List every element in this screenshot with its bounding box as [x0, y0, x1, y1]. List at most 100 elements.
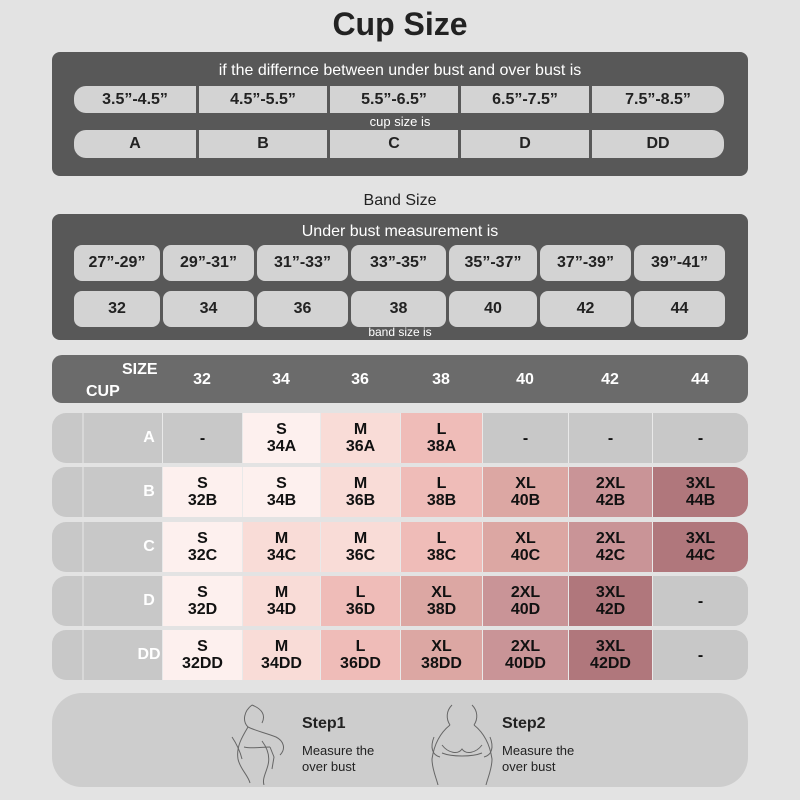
size-cell: -: [652, 413, 748, 463]
bra-size: 36DD: [340, 655, 381, 672]
size-letter: L: [436, 475, 447, 492]
size-letter: M: [353, 475, 368, 492]
size-cell: L 36DD: [320, 630, 400, 680]
size-letter: XL: [431, 638, 452, 655]
size-letter: S: [276, 421, 287, 438]
bra-size: 36B: [345, 492, 376, 509]
difference-cell: 4.5”-5.5”: [199, 86, 330, 113]
size-cell: M 36C: [320, 522, 400, 572]
size-letter: L: [436, 530, 447, 547]
measurement-steps: Step1 Measure the over bust Step2 Measur…: [52, 693, 748, 787]
band-column-header: 32: [193, 371, 211, 388]
size-letter: XL: [515, 530, 536, 547]
bra-size: 34DD: [261, 655, 302, 672]
size-letter: 3XL: [595, 638, 626, 655]
size-cell: 2XL 42B: [568, 467, 652, 517]
size-table-row: C S 32C M 34C M 36C L 38C XL 40C 2XL 42C 3XL 44C: [52, 522, 748, 572]
size-letter: L: [355, 584, 366, 601]
size-cell: 2XL 42C: [568, 522, 652, 572]
size-table-header: SIZE CUP 32 34 36 38 40 42 44: [52, 355, 748, 403]
cup-row-label: DD: [82, 630, 214, 680]
band-panel-label: Under bust measurement is: [301, 223, 499, 240]
size-cell: XL 38DD: [400, 630, 482, 680]
size-cell: XL 40B: [482, 467, 568, 517]
size-letter: L: [436, 421, 447, 438]
size-cell: XL 40C: [482, 522, 568, 572]
size-letter: 3XL: [685, 530, 716, 547]
size-letter: -: [522, 429, 529, 447]
size-cell: 3XL 44C: [652, 522, 748, 572]
band-cell: 40: [449, 291, 537, 327]
size-letter: 3XL: [595, 584, 626, 601]
size-cell: S 32B: [162, 467, 242, 517]
band-column-header: 34: [272, 371, 290, 388]
bra-size: 44C: [685, 547, 716, 564]
band-column-header: 44: [691, 371, 709, 388]
band-column-header: 42: [601, 371, 619, 388]
bra-size: 42DD: [590, 655, 631, 672]
step2-description: Measure the over bust: [502, 743, 575, 774]
bra-size: 36C: [345, 547, 376, 564]
bra-size: 40DD: [505, 655, 546, 672]
size-cell: -: [162, 413, 242, 463]
size-cell: S 34B: [242, 467, 320, 517]
measurement-cell: 35”-37”: [449, 245, 537, 281]
size-letter: -: [697, 429, 704, 447]
size-cell: L 38A: [400, 413, 482, 463]
size-cell: L 38C: [400, 522, 482, 572]
bra-size: 40D: [510, 601, 541, 618]
size-letter: XL: [515, 475, 536, 492]
size-cell: M 36B: [320, 467, 400, 517]
band-size-heading: Band Size: [363, 192, 437, 209]
measurement-cell: 37”-39”: [540, 245, 631, 281]
bra-size: 38C: [426, 547, 457, 564]
bra-size: 38B: [426, 492, 457, 509]
size-letter: -: [697, 592, 704, 610]
band-cell: 44: [634, 291, 725, 327]
bra-size: 42B: [595, 492, 626, 509]
size-table-row: DD S 32DD M 34DD L 36DD XL 38DD 2XL 40DD 3XL 42DD -: [52, 630, 748, 680]
cup-header-label: CUP: [86, 383, 120, 400]
bra-size: 32C: [187, 547, 218, 564]
cup-cell: C: [330, 130, 461, 158]
size-letter: -: [697, 646, 704, 664]
cup-row-label: A: [82, 413, 214, 463]
size-cell: M 34C: [242, 522, 320, 572]
band-cell: 36: [257, 291, 348, 327]
band-panel-sublabel: band size is: [368, 325, 432, 339]
step2-title: Step2: [502, 715, 546, 732]
cup-row: A B C D DD: [74, 130, 724, 158]
size-table-row: A - S 34A M 36A L 38A - - -: [52, 413, 748, 463]
cup-cell: B: [199, 130, 330, 158]
step2-figure-icon: [431, 704, 493, 785]
size-letter: M: [274, 584, 289, 601]
size-letter: M: [353, 421, 368, 438]
bra-size: 42C: [595, 547, 626, 564]
bra-size: 42D: [595, 601, 626, 618]
size-cell: S 32DD: [162, 630, 242, 680]
size-cell: L 36D: [320, 576, 400, 626]
bra-size: 34A: [266, 438, 297, 455]
size-cell: S 34A: [242, 413, 320, 463]
size-cell: M 34DD: [242, 630, 320, 680]
size-cell: M 34D: [242, 576, 320, 626]
size-cell: -: [652, 576, 748, 626]
size-letter: S: [197, 584, 208, 601]
size-letter: 2XL: [510, 638, 541, 655]
difference-cell: 3.5”-4.5”: [74, 86, 199, 113]
bra-size: 38D: [426, 601, 457, 618]
bra-size: 34D: [266, 601, 297, 618]
measurement-cell: 33”-35”: [351, 245, 446, 281]
band-cell: 34: [163, 291, 254, 327]
size-header-label: SIZE: [122, 361, 158, 378]
cup-panel-sublabel: cup size is: [369, 114, 431, 129]
measurement-cell: 29”-31”: [163, 245, 254, 281]
size-cell: S 32C: [162, 522, 242, 572]
size-letter: 2XL: [510, 584, 541, 601]
size-letter: S: [276, 475, 287, 492]
difference-row: 3.5”-4.5” 4.5”-5.5” 5.5”-6.5” 6.5”-7.5” 7.5”…: [74, 86, 724, 113]
band-column-header: 40: [516, 371, 534, 388]
size-cell: 3XL 42DD: [568, 630, 652, 680]
cup-cell: A: [74, 130, 199, 158]
size-letter: M: [274, 530, 289, 547]
